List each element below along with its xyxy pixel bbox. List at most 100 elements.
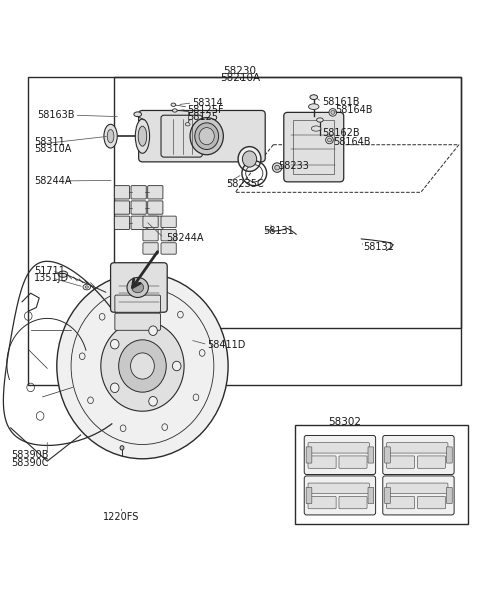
Ellipse shape [127, 277, 148, 298]
Ellipse shape [101, 321, 184, 411]
FancyBboxPatch shape [114, 186, 130, 199]
FancyBboxPatch shape [131, 186, 146, 199]
Text: 58390B: 58390B [12, 450, 49, 460]
Ellipse shape [107, 129, 114, 143]
Text: 58235C: 58235C [226, 179, 264, 189]
FancyBboxPatch shape [383, 435, 454, 475]
Ellipse shape [134, 112, 142, 116]
FancyBboxPatch shape [418, 497, 445, 508]
Text: 58163B: 58163B [37, 110, 74, 120]
Ellipse shape [57, 273, 228, 459]
FancyBboxPatch shape [161, 216, 176, 228]
FancyBboxPatch shape [148, 186, 163, 199]
FancyBboxPatch shape [306, 447, 312, 463]
FancyBboxPatch shape [386, 497, 415, 508]
Ellipse shape [149, 326, 157, 336]
Ellipse shape [132, 282, 144, 293]
Text: 51711: 51711 [35, 266, 65, 276]
Ellipse shape [104, 124, 117, 148]
FancyBboxPatch shape [161, 229, 176, 241]
FancyBboxPatch shape [114, 216, 130, 229]
Ellipse shape [135, 119, 150, 153]
Bar [295, 425, 468, 525]
FancyBboxPatch shape [308, 497, 336, 508]
Bar [28, 77, 461, 385]
Text: 58233: 58233 [278, 160, 309, 170]
Text: 58314: 58314 [192, 98, 223, 108]
Text: 58131: 58131 [363, 242, 394, 252]
FancyBboxPatch shape [115, 313, 160, 330]
FancyBboxPatch shape [161, 115, 203, 157]
Text: 1351JD: 1351JD [35, 273, 70, 283]
Text: 58390C: 58390C [12, 457, 49, 467]
FancyBboxPatch shape [383, 476, 454, 515]
FancyBboxPatch shape [115, 295, 160, 312]
Ellipse shape [110, 339, 119, 349]
Text: 58411D: 58411D [208, 340, 246, 350]
Text: 58162B: 58162B [322, 128, 360, 138]
Ellipse shape [327, 138, 331, 142]
Ellipse shape [58, 271, 68, 277]
FancyBboxPatch shape [114, 201, 130, 214]
Ellipse shape [83, 284, 91, 290]
Bar [114, 77, 461, 328]
Ellipse shape [110, 383, 119, 393]
FancyBboxPatch shape [446, 487, 452, 504]
Ellipse shape [238, 147, 261, 172]
FancyBboxPatch shape [384, 447, 390, 463]
FancyBboxPatch shape [308, 443, 370, 453]
FancyBboxPatch shape [384, 487, 390, 504]
Text: 1220FS: 1220FS [103, 512, 139, 522]
Text: 58164B: 58164B [335, 105, 372, 115]
Text: 58210A: 58210A [220, 73, 260, 83]
FancyBboxPatch shape [386, 443, 448, 453]
Text: 58244A: 58244A [166, 233, 204, 243]
FancyBboxPatch shape [148, 201, 163, 214]
Text: 58125F: 58125F [187, 105, 223, 115]
Bar [293, 120, 334, 174]
Ellipse shape [331, 110, 335, 114]
Ellipse shape [119, 340, 166, 392]
FancyBboxPatch shape [143, 243, 158, 254]
Ellipse shape [275, 165, 279, 170]
Ellipse shape [310, 95, 318, 100]
Ellipse shape [329, 109, 336, 116]
Ellipse shape [120, 446, 124, 450]
FancyBboxPatch shape [284, 112, 344, 182]
FancyBboxPatch shape [386, 483, 448, 494]
Text: 58161B: 58161B [322, 97, 360, 107]
FancyBboxPatch shape [143, 216, 158, 228]
Ellipse shape [242, 151, 257, 167]
Ellipse shape [190, 118, 223, 154]
FancyBboxPatch shape [304, 435, 376, 475]
Text: 58131: 58131 [263, 226, 294, 236]
FancyBboxPatch shape [339, 497, 367, 508]
Ellipse shape [272, 163, 282, 172]
FancyBboxPatch shape [306, 487, 312, 504]
FancyBboxPatch shape [368, 487, 374, 504]
Ellipse shape [317, 118, 323, 122]
FancyBboxPatch shape [143, 229, 158, 241]
Ellipse shape [149, 397, 157, 406]
FancyBboxPatch shape [148, 216, 163, 229]
Text: 58302: 58302 [328, 416, 361, 426]
Ellipse shape [85, 286, 88, 288]
FancyBboxPatch shape [308, 483, 370, 494]
Text: 58125: 58125 [187, 112, 218, 122]
Ellipse shape [172, 109, 177, 112]
Ellipse shape [199, 128, 214, 145]
FancyBboxPatch shape [339, 456, 367, 468]
Ellipse shape [138, 126, 147, 146]
Ellipse shape [172, 361, 181, 371]
FancyBboxPatch shape [418, 456, 445, 468]
FancyBboxPatch shape [368, 447, 374, 463]
Ellipse shape [195, 123, 218, 150]
FancyBboxPatch shape [446, 447, 452, 463]
Ellipse shape [309, 104, 319, 109]
FancyBboxPatch shape [308, 456, 336, 468]
Ellipse shape [185, 122, 190, 126]
Text: 58310A: 58310A [35, 144, 72, 154]
Ellipse shape [325, 136, 333, 144]
Ellipse shape [171, 103, 176, 106]
FancyBboxPatch shape [161, 243, 176, 254]
